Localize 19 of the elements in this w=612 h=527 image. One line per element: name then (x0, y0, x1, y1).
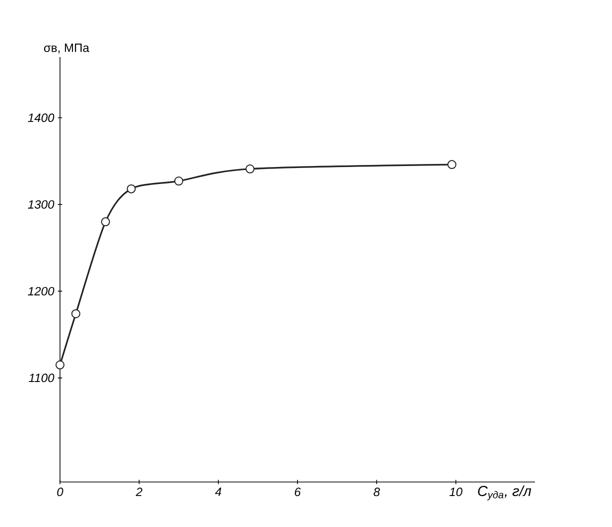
x-tick-label: 4 (215, 488, 222, 496)
point (126, 184, 136, 194)
x-tick-label: 8 (374, 488, 380, 496)
y-axis-title: σв, МПа (44, 44, 90, 54)
x-tick-label: 0 (57, 488, 64, 496)
point (56, 360, 64, 370)
y-tick-label: 1400 (28, 113, 54, 122)
x-tick-label: 6 (294, 488, 301, 496)
point (71, 309, 80, 318)
x-axis-title: C$_{уда}$, г/л (478, 486, 532, 500)
x-tick-label: 2 (136, 488, 142, 496)
y-tick-label: 1100 (28, 374, 54, 382)
x-tick-label: 10 (449, 488, 462, 496)
point (101, 217, 110, 226)
point (246, 164, 255, 174)
point (447, 160, 456, 170)
y-tick-label: 1300 (28, 200, 54, 209)
y-tick-label: 1200 (28, 286, 54, 296)
point (174, 176, 184, 186)
